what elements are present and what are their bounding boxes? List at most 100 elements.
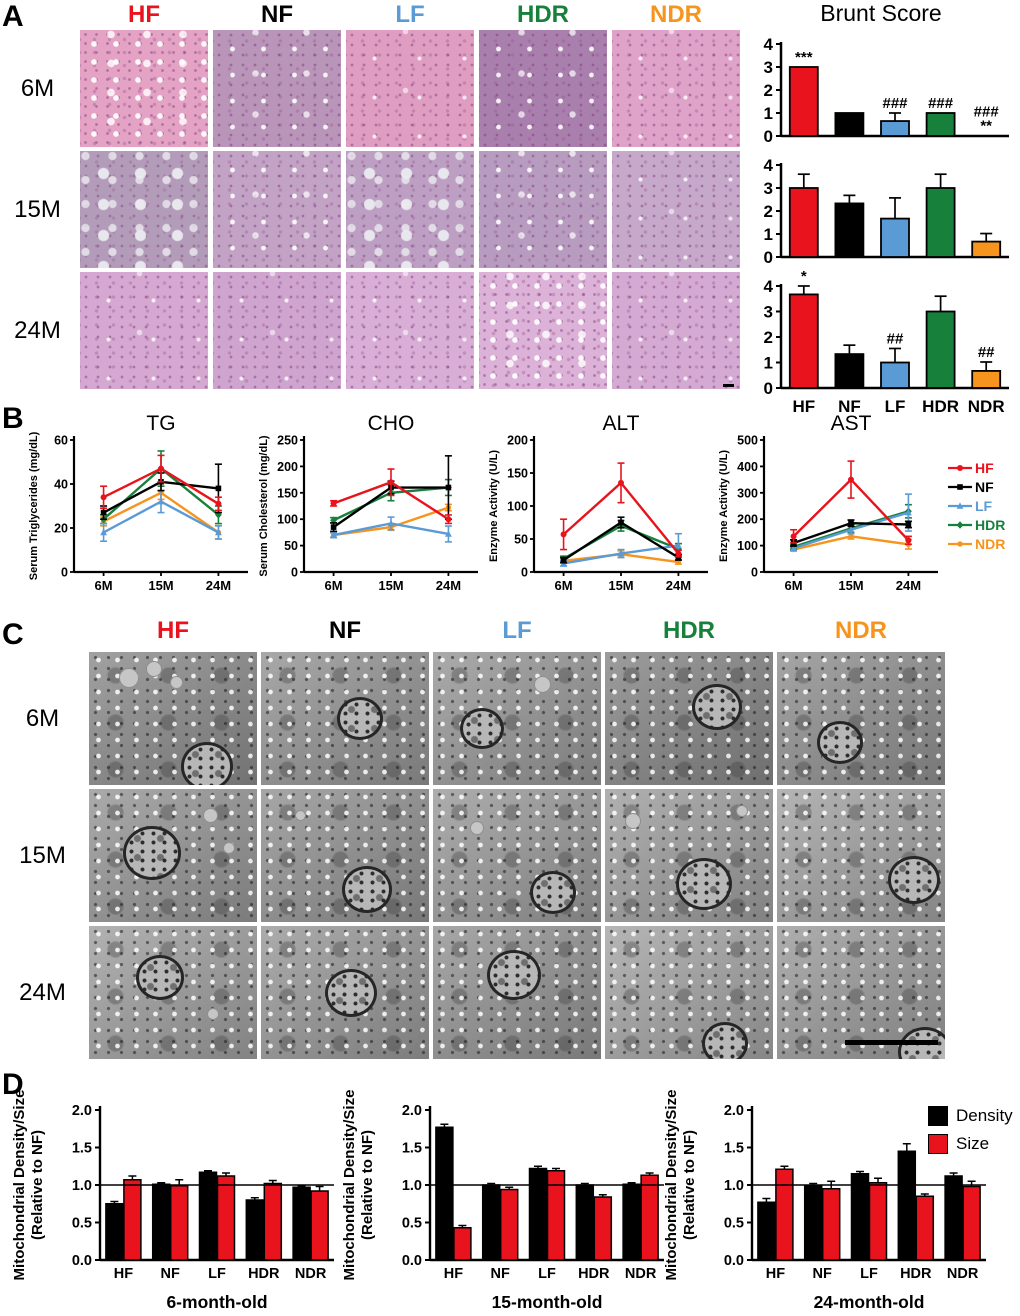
svg-text:Enzyme Activity (U/L): Enzyme Activity (U/L) — [718, 450, 730, 562]
histology-image — [213, 30, 341, 147]
svg-text:0.0: 0.0 — [402, 1253, 422, 1269]
lipid-droplet — [206, 1008, 219, 1021]
svg-text:15M: 15M — [148, 578, 173, 593]
svg-text:##: ## — [887, 330, 904, 347]
brunt-score-block: Brunt Score 0 1 2 3 4 *** ### ### ** ### 0 1 2 3 4 0 1 2 3… — [745, 0, 1020, 433]
svg-text:LF: LF — [885, 397, 906, 416]
svg-text:0.5: 0.5 — [724, 1216, 744, 1232]
svg-text:250: 250 — [277, 434, 298, 448]
svg-text:0: 0 — [764, 127, 773, 144]
svg-text:1.5: 1.5 — [724, 1141, 744, 1157]
legend-item-size: Size — [928, 1134, 1013, 1154]
histology-image — [346, 151, 474, 268]
lipid-droplet — [119, 667, 140, 688]
histology-image — [612, 151, 740, 268]
svg-text:###: ### — [928, 95, 954, 112]
lipid-droplet — [169, 675, 183, 689]
svg-text:3: 3 — [764, 58, 773, 77]
legend-item-lf: LF — [948, 496, 1005, 515]
column-header-ndr: NDR — [835, 617, 887, 644]
svg-text:1: 1 — [764, 104, 773, 123]
svg-text:500: 500 — [737, 434, 758, 448]
svg-text:2.0: 2.0 — [402, 1103, 422, 1119]
legend-item-nf: NF — [948, 477, 1005, 496]
svg-text:0.5: 0.5 — [402, 1216, 422, 1232]
svg-text:NF: NF — [161, 1266, 180, 1282]
svg-text:HF: HF — [114, 1266, 133, 1282]
svg-text:150: 150 — [277, 486, 298, 500]
svg-text:2: 2 — [764, 81, 773, 100]
legend-item-density: Density — [928, 1106, 1013, 1126]
svg-text:##: ## — [978, 344, 995, 361]
em-image — [605, 926, 773, 1059]
row-label-15m: 15M — [19, 841, 66, 869]
histology-image — [80, 151, 208, 268]
svg-text:150: 150 — [507, 467, 528, 481]
column-header-hf: HF — [157, 617, 189, 644]
svg-text:15-month-old: 15-month-old — [492, 1292, 603, 1312]
svg-text:6-month-old: 6-month-old — [166, 1292, 267, 1312]
svg-text:Enzyme Activity (U/L): Enzyme Activity (U/L) — [488, 450, 500, 562]
nucleus — [692, 683, 743, 731]
row-label-15m: 15M — [14, 195, 61, 223]
svg-text:50: 50 — [284, 539, 298, 553]
svg-text:AST: AST — [831, 412, 872, 435]
histology-image — [479, 272, 607, 389]
row-label-24m: 24M — [19, 978, 66, 1006]
svg-text:0: 0 — [764, 248, 773, 265]
em-image — [777, 652, 945, 785]
histology-image — [213, 272, 341, 389]
panel-a-histology-grid: HF NF LF HDR NDR 6M 15M 24M — [0, 1, 740, 389]
legend-swatch — [928, 1106, 948, 1126]
grid-corner — [0, 618, 85, 648]
svg-text:300: 300 — [737, 486, 758, 500]
histology-image — [346, 272, 474, 389]
svg-text:3: 3 — [764, 179, 773, 198]
svg-text:24M: 24M — [436, 578, 461, 593]
svg-text:400: 400 — [737, 460, 758, 474]
svg-text:HF: HF — [766, 1266, 785, 1282]
svg-text:HF: HF — [792, 397, 815, 416]
svg-text:100: 100 — [277, 513, 298, 527]
svg-text:Mitochondrial Density/Size: Mitochondrial Density/Size — [663, 1090, 680, 1280]
nucleus — [341, 866, 392, 913]
chart-cho: CHO Serum Cholesterol (mg/dL) 0 50 100 150 200… — [256, 408, 486, 618]
nucleus — [136, 955, 185, 1000]
legend-item-hdr: HDR — [948, 515, 1005, 534]
column-header-lf: LF — [502, 617, 532, 644]
svg-text:(Relative to NF): (Relative to NF) — [359, 1130, 376, 1240]
svg-text:HDR: HDR — [900, 1266, 932, 1282]
svg-text:0: 0 — [521, 566, 528, 580]
em-image — [261, 789, 429, 922]
svg-text:Mitochondrial Density/Size: Mitochondrial Density/Size — [11, 1090, 28, 1280]
svg-text:4: 4 — [764, 277, 774, 296]
legend-label: LF — [975, 497, 993, 514]
svg-text:4: 4 — [764, 35, 774, 54]
svg-text:(Relative to NF): (Relative to NF) — [681, 1130, 698, 1240]
svg-text:NF: NF — [813, 1266, 832, 1282]
legend-label: HF — [975, 459, 994, 476]
svg-text:HDR: HDR — [922, 397, 959, 416]
svg-text:6M: 6M — [95, 578, 113, 593]
svg-text:NDR: NDR — [968, 397, 1005, 416]
lipid-droplet — [294, 810, 306, 822]
legend-label: HDR — [975, 516, 1006, 533]
chart-mito-24m: Mitochondrial Density/Size (Relative to N… — [660, 1090, 992, 1316]
chart-ast: AST Enzyme Activity (U/L) 0 100 200 300 400 500… — [716, 408, 946, 618]
lipid-droplet — [146, 661, 163, 678]
nucleus — [817, 721, 864, 764]
svg-text:NDR: NDR — [625, 1266, 657, 1282]
lipid-droplet — [469, 820, 484, 835]
panel-c-label: C — [2, 618, 24, 651]
svg-text:15M: 15M — [608, 578, 633, 593]
svg-text:0: 0 — [764, 379, 773, 398]
column-header-hf: HF — [128, 1, 160, 28]
column-header-ndr: NDR — [650, 1, 702, 28]
svg-text:0: 0 — [291, 566, 298, 580]
nucleus — [486, 949, 541, 1001]
em-image — [89, 926, 257, 1059]
nucleus — [324, 968, 377, 1017]
histology-image — [612, 30, 740, 147]
nucleus — [122, 826, 181, 881]
